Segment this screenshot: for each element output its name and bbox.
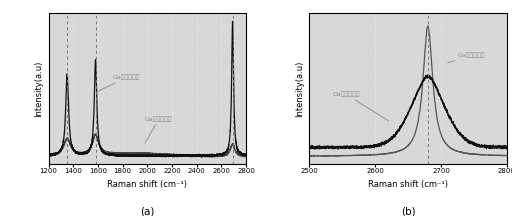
Text: Ga离子辐射后: Ga离子辐射后 (98, 75, 140, 91)
X-axis label: Raman shift (cm⁻¹): Raman shift (cm⁻¹) (368, 180, 448, 189)
Text: Ga离子辐射前: Ga离子辐射前 (145, 117, 173, 143)
Text: Ga离子辐射前: Ga离子辐射前 (447, 52, 485, 63)
Y-axis label: Intensity(a.u): Intensity(a.u) (295, 60, 304, 117)
Text: (b): (b) (401, 206, 415, 216)
X-axis label: Raman shift (cm⁻¹): Raman shift (cm⁻¹) (108, 180, 187, 189)
Text: Ga离子辐射后: Ga离子辐射后 (332, 92, 389, 121)
Y-axis label: Intensity(a.u): Intensity(a.u) (34, 60, 43, 117)
Text: (a): (a) (140, 206, 155, 216)
